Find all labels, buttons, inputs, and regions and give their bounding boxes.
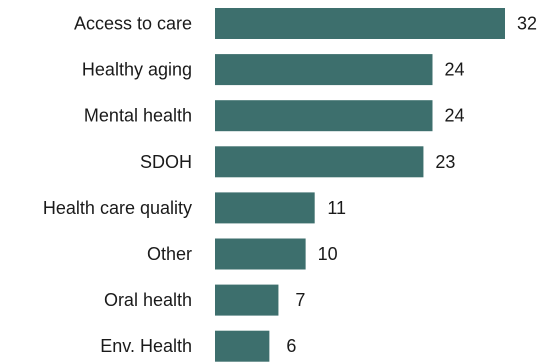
value-label: 11 — [327, 198, 346, 218]
value-label: 23 — [435, 152, 455, 172]
bar-3 — [215, 146, 424, 178]
bar-4 — [215, 192, 315, 224]
category-label: Mental health — [84, 106, 192, 126]
category-label: Access to care — [74, 14, 192, 34]
category-label: Other — [147, 244, 192, 264]
bar-6 — [215, 284, 279, 316]
bar-0 — [215, 8, 505, 39]
bar-2 — [215, 100, 433, 132]
category-label: Oral health — [104, 290, 192, 310]
category-label: Env. Health — [100, 336, 192, 356]
bar-5 — [215, 238, 306, 270]
category-label: Healthy aging — [82, 60, 192, 80]
category-label: Health care quality — [43, 198, 192, 218]
category-label: SDOH — [140, 152, 192, 172]
bar-1 — [215, 54, 433, 86]
value-label: 24 — [444, 60, 464, 80]
bar-7 — [215, 330, 270, 362]
value-label: 32 — [517, 14, 537, 34]
value-label: 7 — [295, 290, 305, 310]
value-label: 10 — [318, 244, 338, 264]
value-label: 24 — [444, 106, 464, 126]
value-label: 6 — [286, 336, 296, 356]
